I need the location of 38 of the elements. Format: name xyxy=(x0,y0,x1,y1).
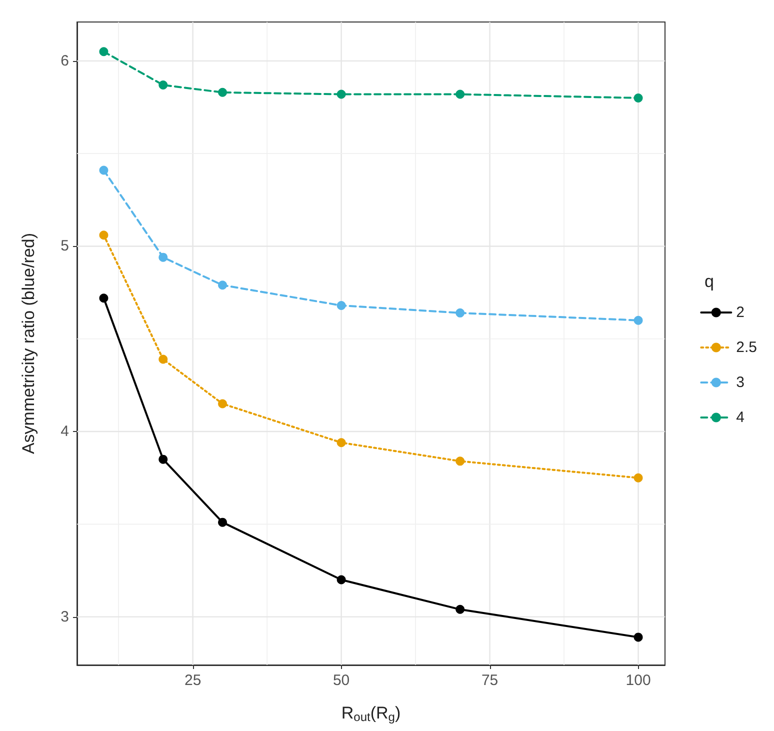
legend-label: 2.5 xyxy=(736,339,758,356)
y-axis-title: Asymmetricity ratio (blue/red) xyxy=(19,232,38,454)
point xyxy=(158,80,168,90)
point xyxy=(218,88,228,97)
y-tick-label: 4 xyxy=(60,423,69,440)
point xyxy=(158,354,168,364)
point xyxy=(634,316,643,325)
point xyxy=(99,166,108,175)
point xyxy=(336,575,346,584)
legend-label: 2 xyxy=(736,304,744,321)
point xyxy=(158,454,168,464)
point xyxy=(456,604,465,614)
x-tick-label: 100 xyxy=(626,672,651,689)
x-tick-label: 25 xyxy=(184,672,202,689)
point xyxy=(336,90,346,99)
point xyxy=(634,93,643,102)
point xyxy=(99,47,108,56)
point xyxy=(218,518,228,527)
point xyxy=(634,632,643,642)
legend-label: 3 xyxy=(736,374,744,391)
point xyxy=(336,438,346,448)
x-tick-label: 50 xyxy=(332,672,350,689)
point xyxy=(456,308,465,318)
point xyxy=(634,473,643,482)
y-tick-label: 3 xyxy=(60,608,69,626)
point xyxy=(336,301,346,310)
legend-title: q xyxy=(704,272,714,291)
point xyxy=(158,252,168,262)
y-tick-label: 6 xyxy=(60,52,69,70)
legend-label: 4 xyxy=(736,409,744,426)
point xyxy=(456,90,465,99)
point xyxy=(218,399,228,408)
point xyxy=(99,230,108,240)
point xyxy=(218,280,228,290)
point xyxy=(456,456,465,466)
x-tick-label: 75 xyxy=(481,672,498,689)
y-tick-label: 5 xyxy=(60,238,69,255)
point xyxy=(99,294,108,303)
